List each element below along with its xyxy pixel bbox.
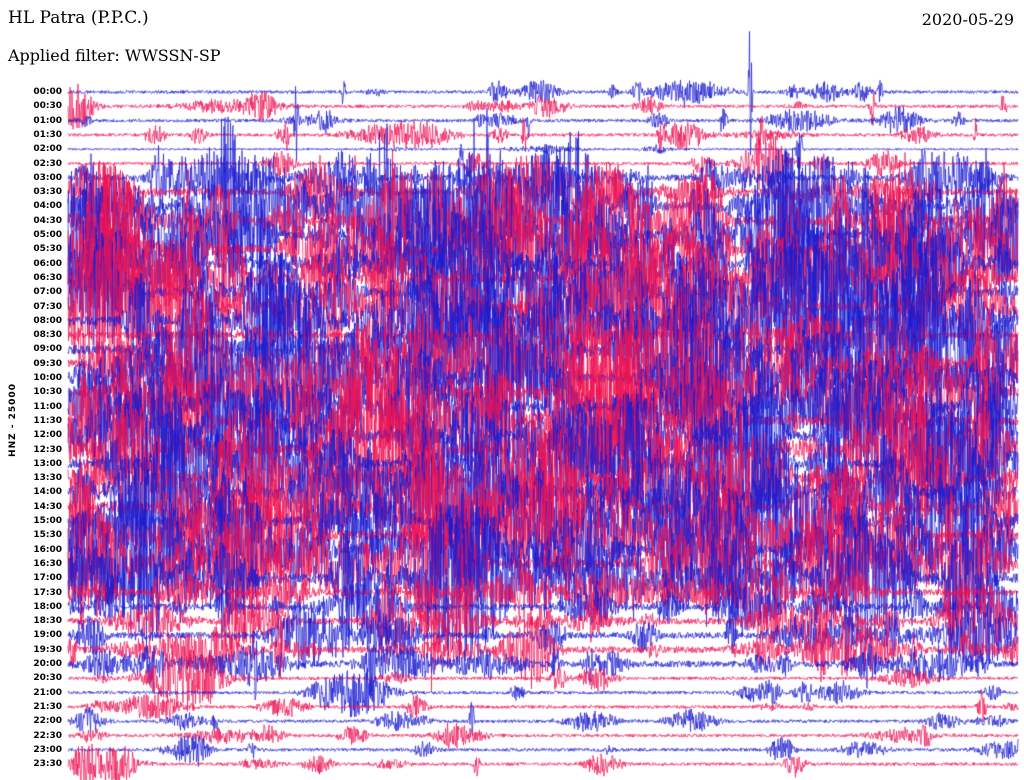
- time-label: 08:00: [33, 315, 62, 326]
- time-label: 12:30: [33, 444, 62, 455]
- time-label: 19:30: [33, 644, 62, 655]
- time-label: 05:00: [33, 230, 62, 240]
- time-label: 06:00: [33, 258, 62, 269]
- time-label: 20:30: [33, 673, 62, 684]
- station-title: HL Patra (P.P.C.): [8, 8, 149, 28]
- time-label: 14:00: [33, 487, 62, 498]
- time-label: 02:00: [33, 144, 62, 155]
- time-label: 23:00: [33, 744, 62, 755]
- time-label: 21:00: [33, 687, 62, 698]
- time-label: 13:00: [33, 458, 62, 469]
- time-label: 21:30: [33, 701, 62, 712]
- time-label: 05:30: [33, 244, 62, 255]
- time-label: 02:30: [33, 158, 62, 169]
- time-label: 09:00: [33, 344, 62, 355]
- time-label: 03:00: [33, 172, 62, 183]
- time-label: 23:30: [33, 759, 62, 770]
- time-label: 15:30: [33, 530, 62, 541]
- time-label: 04:00: [33, 201, 62, 212]
- time-label: 11:00: [33, 401, 62, 412]
- time-label: 13:30: [33, 473, 62, 484]
- time-label: 10:00: [33, 373, 62, 383]
- time-label: 01:00: [33, 115, 62, 126]
- time-label: 04:30: [33, 215, 62, 226]
- applied-filter-label: Applied filter: WWSSN-SP: [8, 46, 221, 65]
- time-label: 16:00: [33, 544, 62, 555]
- time-label: 20:00: [33, 659, 62, 669]
- time-label: 07:00: [33, 287, 62, 298]
- time-label: 18:30: [33, 616, 62, 627]
- date-label: 2020-05-29: [921, 10, 1014, 29]
- time-label: 11:30: [33, 415, 62, 426]
- time-label: 08:30: [33, 330, 62, 341]
- time-label: 00:30: [33, 101, 62, 112]
- time-label: 09:30: [33, 358, 62, 369]
- time-label: 16:30: [33, 558, 62, 569]
- time-label: 17:30: [33, 587, 62, 598]
- time-label: 15:00: [33, 516, 62, 526]
- time-label: 14:30: [33, 501, 62, 512]
- time-label: 22:00: [33, 716, 62, 727]
- time-label: 06:30: [33, 272, 62, 283]
- time-label: 22:30: [33, 730, 62, 741]
- time-label: 19:00: [33, 630, 62, 641]
- time-label: 17:00: [33, 573, 62, 584]
- time-label: 01:30: [33, 129, 62, 140]
- time-label: 12:00: [33, 430, 62, 441]
- time-label: 00:00: [33, 87, 62, 97]
- time-label: 07:30: [33, 301, 62, 312]
- time-label: 03:30: [33, 187, 62, 198]
- time-label: 10:30: [33, 387, 62, 398]
- time-label: 18:00: [33, 601, 62, 612]
